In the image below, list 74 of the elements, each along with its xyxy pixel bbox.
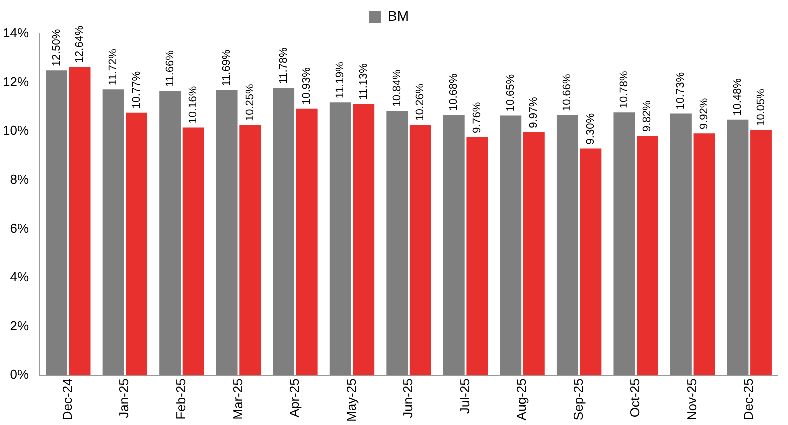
y-tick-label: 6% [10,220,30,236]
x-tick-label: Feb-25 [174,378,189,420]
data-label: 9.76% [471,102,484,134]
bar [273,88,295,376]
data-label: 12.50% [50,29,63,67]
y-tick-label: 14% [2,26,30,41]
data-label: 10.48% [732,78,744,116]
bar [500,116,522,376]
data-label: 11.19% [334,62,347,99]
bar [614,112,636,376]
y-tick-label: 4% [10,270,30,285]
y-tick-label: 2% [10,318,30,334]
data-label: 9.92% [698,98,711,130]
x-tick-label: Jul-25 [457,378,472,414]
x-tick-label: Nov-25 [684,378,700,421]
data-label: 10.05% [755,88,768,126]
x-tick-label: Jan-25 [116,378,132,418]
bar [240,126,262,376]
data-label: 9.82% [642,100,654,132]
data-label: 10.93% [301,67,314,105]
bar [46,70,68,376]
data-label: 10.78% [618,71,630,109]
bar [160,91,182,376]
bar [443,115,465,376]
bar [523,132,545,376]
data-label: 11.72% [108,48,120,86]
x-tick-label: Dec-25 [741,378,756,421]
data-label: 9.97% [528,96,540,128]
bar [386,111,408,376]
x-tick-label: Dec-24 [60,378,75,421]
bar [694,134,716,376]
x-tick-label: Apr-25 [287,378,302,418]
data-label: 12.64% [74,26,86,64]
x-tick-label: Aug-25 [514,378,530,421]
bar [102,90,124,376]
bar [296,108,318,376]
bar [637,136,658,376]
legend-label: BM [388,8,409,24]
bar [727,120,749,376]
bar [182,128,204,376]
x-tick-label: Oct-25 [628,378,643,418]
data-label: 10.65% [504,74,517,112]
bar [353,104,375,376]
data-label: 11.78% [278,47,290,84]
data-label: 11.13% [358,63,370,100]
data-label: 10.68% [448,73,460,112]
x-tick-label: May-25 [344,378,359,422]
bar [580,148,602,376]
y-tick-label: 12% [2,74,30,90]
x-tick-label: Sep-25 [570,378,586,421]
bar [126,112,148,376]
bar [330,102,352,376]
data-label: 10.26% [414,84,427,122]
data-label: 9.30% [584,113,597,145]
data-label: 10.25% [244,84,256,122]
data-label: 10.66% [562,74,574,112]
data-label: 11.69% [221,50,234,86]
data-label: 10.84% [391,70,404,108]
data-label: 10.16% [188,86,200,124]
y-tick-label: 8% [10,172,30,187]
y-tick-label: 10% [2,123,30,138]
bar [69,67,91,376]
bar [410,125,432,376]
data-label: 10.77% [130,71,143,109]
bar [670,114,692,376]
data-label: 10.73% [675,72,688,110]
bar [216,90,238,376]
y-tick-label: 0% [10,367,30,382]
x-tick-label: Jun-25 [400,378,416,418]
x-tick-label: Mar-25 [230,378,246,420]
bar [556,116,578,376]
bar [750,130,772,376]
bar [466,137,488,376]
data-label: 11.66% [164,50,176,88]
